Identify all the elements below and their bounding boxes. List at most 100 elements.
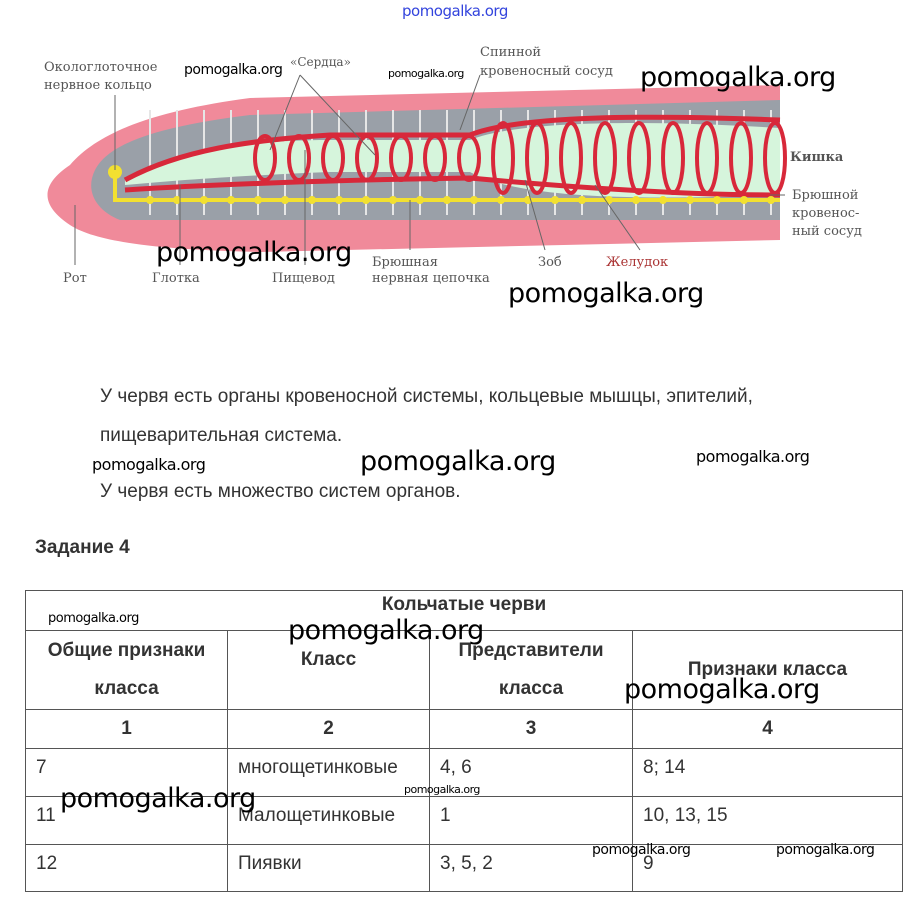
heart-vessel [287,134,311,182]
nerve-ganglion [767,196,775,204]
table-row: 11 Малощетинковые 1 10, 13, 15 [25,796,903,845]
header-general: Общие признаки класса [25,630,228,710]
heart-vessel [355,134,379,182]
paragraph-2: пищеварительная система. [100,425,343,446]
nerve-ganglion [470,196,478,204]
watermark: pomogalka.org [156,237,352,268]
paragraph-3: У червя есть множество систем органов. [100,481,461,502]
nerve-ganglion [713,196,721,204]
label-ventral-3: ный сосуд [792,224,862,239]
nerve-ganglion [686,196,694,204]
label-nerve-ring-2: нервное кольцо [44,78,152,93]
heart-vessel [525,121,549,195]
heart-vessel [729,121,753,195]
cell: Пиявки [227,844,430,892]
nerve-ganglion [281,196,289,204]
label-pharynx: Глотка [152,271,200,286]
header-features: Признаки класса [632,630,903,710]
heart-vessel [627,121,651,195]
col-number: 1 [25,709,228,749]
label-chain: Брюшная [372,255,438,270]
nerve-ganglion [362,196,370,204]
watermark: pomogalka.org [624,674,820,705]
task-title: Задание 4 [35,537,130,558]
earthworm-diagram: /*segments drawn below*/ [47,74,787,265]
heart-vessel [457,134,481,182]
nerve-ganglion [416,196,424,204]
heart-vessel [593,121,617,195]
cell: 4, 6 [429,748,633,797]
label-mouth: Рот [63,271,87,286]
nerve-ganglion [227,196,235,204]
label-dorsal-2: кровеносный сосуд [480,64,613,79]
label-stomach: Желудок [606,255,669,270]
watermark: pomogalka.org [696,447,810,466]
label-intestine: Кишка [790,150,844,165]
cell: многощетинковые [227,748,430,797]
nerve-ganglion [632,196,640,204]
watermark: pomogalka.org [388,67,464,80]
label-nerve-ring: Окологлоточное [44,60,158,75]
annelids-table: Кольчатые черви Общие признаки класса Кл… [25,590,903,892]
col-number: 3 [429,709,633,749]
nerve-ganglion [308,196,316,204]
watermark: pomogalka.org [288,615,484,646]
nerve-ganglion [659,196,667,204]
watermark: pomogalka.org [184,62,283,78]
cell: 12 [25,844,228,892]
cell: 8; 14 [632,748,903,797]
watermark: pomogalka.org [640,62,836,93]
label-dorsal: Спинной [480,45,542,60]
watermark: pomogalka.org [92,455,206,474]
nerve-ganglion [497,196,505,204]
nerve-ganglion [740,196,748,204]
col-number: 2 [227,709,430,749]
nerve-ganglion [335,196,343,204]
header-representatives: Представители класса [429,630,633,710]
cell: 9 [632,844,903,892]
table-title: Кольчатые черви [25,590,903,631]
label-crop: Зоб [538,255,562,270]
nerve-ganglion [254,196,262,204]
heart-vessel [559,121,583,195]
cell: 3, 5, 2 [429,844,633,892]
nerve-ring [108,165,122,179]
watermark: pomogalka.org [776,842,875,858]
header-watermark[interactable]: pomogalka.org [402,2,508,20]
table-row: 7 многощетинковые 4, 6 8; 14 [25,748,903,797]
nerve-ganglion [389,196,397,204]
nerve-ganglion [146,196,154,204]
watermark: pomogalka.org [48,611,139,626]
heart-vessel [423,134,447,182]
heart-vessel [491,121,515,195]
heart-vessel [695,121,719,195]
watermark: pomogalka.org [592,842,691,858]
watermark: pomogalka.org [60,783,256,814]
gut [125,123,780,198]
cell: 10, 13, 15 [632,796,903,845]
col-number: 4 [632,709,903,749]
heart-vessel [389,134,413,182]
nerve-ganglion [200,196,208,204]
heart-vessel [321,134,345,182]
cell: 1 [429,796,633,845]
heart-vessel [763,121,787,195]
label-ventral: Брюшной [792,188,859,203]
label-esophagus: Пищевод [272,271,335,286]
label-chain-2: нервная цепочка [372,271,490,286]
cell: 7 [25,748,228,797]
paragraph-1: У червя есть органы кровеносной системы,… [100,386,753,407]
header-class: Класс [227,630,430,710]
label-hearts: «Сердца» [290,55,351,69]
heart-vessel [661,121,685,195]
watermark: pomogalka.org [404,783,480,796]
nerve-ganglion [578,196,586,204]
nerve-ganglion [173,196,181,204]
label-ventral-2: кровенос- [792,206,860,221]
heart-vessel [253,134,277,182]
cell: Малощетинковые [227,796,430,845]
nerve-ganglion [605,196,613,204]
watermark: pomogalka.org [360,446,556,477]
watermark: pomogalka.org [508,278,704,309]
